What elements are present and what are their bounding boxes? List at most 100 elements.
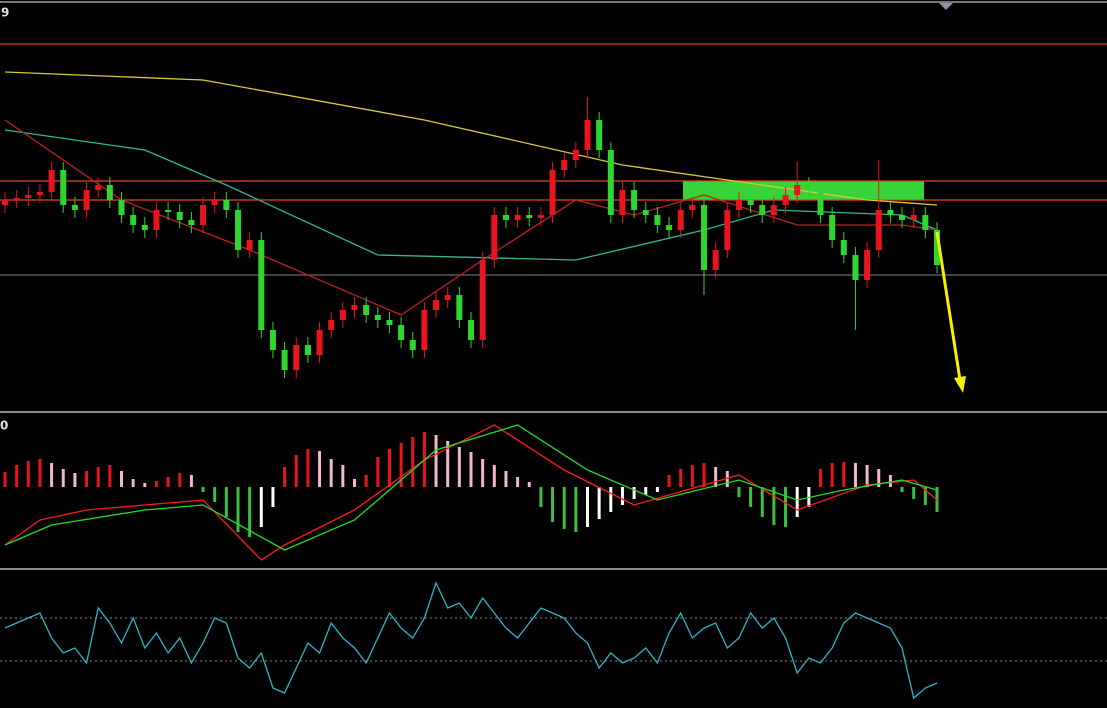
histogram-bar <box>527 482 531 487</box>
arrow <box>935 231 962 381</box>
candle-body <box>25 195 32 198</box>
candle-body <box>130 215 137 225</box>
candle-body <box>514 215 521 220</box>
histogram-bar <box>446 441 450 487</box>
candle-body <box>118 200 125 215</box>
oscillator-line <box>4 581 938 700</box>
candle-body <box>735 200 742 210</box>
candle-body <box>864 250 871 280</box>
histogram-bar <box>294 455 298 487</box>
histogram-bar <box>702 463 706 487</box>
candle-body <box>922 215 929 230</box>
histogram-bar <box>376 457 380 487</box>
histogram-bar <box>597 487 601 519</box>
candle-body <box>502 215 509 220</box>
histogram-bar <box>364 475 368 487</box>
histogram-bar <box>329 459 333 487</box>
candle-body <box>269 330 276 350</box>
candle-body <box>246 240 253 250</box>
histogram-bar <box>50 463 54 487</box>
candle-body <box>200 205 207 225</box>
histogram-bar <box>38 459 42 487</box>
candle-body <box>491 215 498 260</box>
histogram-bar <box>85 471 89 487</box>
histogram-bar <box>784 487 788 527</box>
candle-body <box>60 170 67 205</box>
candle-body <box>398 325 405 340</box>
histogram-bar <box>830 463 834 487</box>
candle-body <box>852 255 859 280</box>
candle-body <box>71 205 78 210</box>
histogram-bar <box>504 471 508 487</box>
candle-body <box>910 215 917 220</box>
candle-body <box>619 190 626 215</box>
candle-body <box>549 170 556 215</box>
histogram-bar <box>539 487 543 507</box>
histogram-bar <box>434 435 438 487</box>
candle-body <box>386 320 393 325</box>
histogram-bar <box>923 487 927 505</box>
candle-body <box>829 215 836 240</box>
candle-body <box>95 185 102 190</box>
candle-body <box>770 205 777 215</box>
candle-body <box>759 205 766 215</box>
candle-body <box>572 150 579 160</box>
histogram-bar <box>819 469 822 487</box>
histogram-bar <box>888 475 892 487</box>
candle-body <box>642 210 649 215</box>
candle-body <box>13 198 20 200</box>
candle-body <box>165 210 172 212</box>
candle-body <box>677 210 684 230</box>
candle-body <box>176 212 183 220</box>
candle-body <box>188 220 195 225</box>
candle-body <box>537 215 544 218</box>
moving-average <box>4 129 938 261</box>
candle-body <box>433 300 440 310</box>
candle-body <box>794 185 801 195</box>
histogram-bar <box>259 487 263 527</box>
candle-body <box>887 210 894 215</box>
histogram-bar <box>96 467 100 487</box>
candle-body <box>561 160 568 170</box>
marker <box>939 3 953 10</box>
macd-line <box>4 424 938 551</box>
histogram-bar <box>73 473 77 487</box>
histogram-bar <box>61 469 65 487</box>
candle-body <box>596 120 603 150</box>
histogram-bar <box>679 469 683 487</box>
histogram-bar <box>481 459 485 487</box>
candle-body <box>316 330 323 355</box>
candle-body <box>83 190 90 210</box>
histogram-bar <box>387 449 391 487</box>
histogram-bar <box>411 437 415 487</box>
candle-body <box>526 215 533 218</box>
candle-body <box>584 120 591 150</box>
histogram-bar <box>341 465 345 487</box>
histogram-bar <box>586 487 589 527</box>
histogram-bar <box>3 472 7 487</box>
histogram-bar <box>283 467 287 487</box>
candle-body <box>468 320 474 340</box>
candle-body <box>409 340 416 350</box>
candle-body <box>363 305 370 315</box>
candle-body <box>374 315 381 320</box>
candle-body <box>456 295 463 320</box>
histogram-bar <box>26 461 30 487</box>
histogram-bar <box>271 487 275 507</box>
histogram-bar <box>912 487 916 499</box>
histogram-bar <box>714 467 718 487</box>
candle-body <box>339 310 346 320</box>
candle-body <box>712 250 719 270</box>
histogram-bar <box>760 487 764 517</box>
candle-body <box>875 210 882 250</box>
histogram-bar <box>457 447 461 487</box>
candle-body <box>701 205 707 270</box>
candle-body <box>747 200 754 205</box>
candle-body <box>328 320 335 330</box>
histogram-bar <box>574 487 578 532</box>
histogram-bar <box>737 487 741 497</box>
candle-body <box>817 190 824 215</box>
